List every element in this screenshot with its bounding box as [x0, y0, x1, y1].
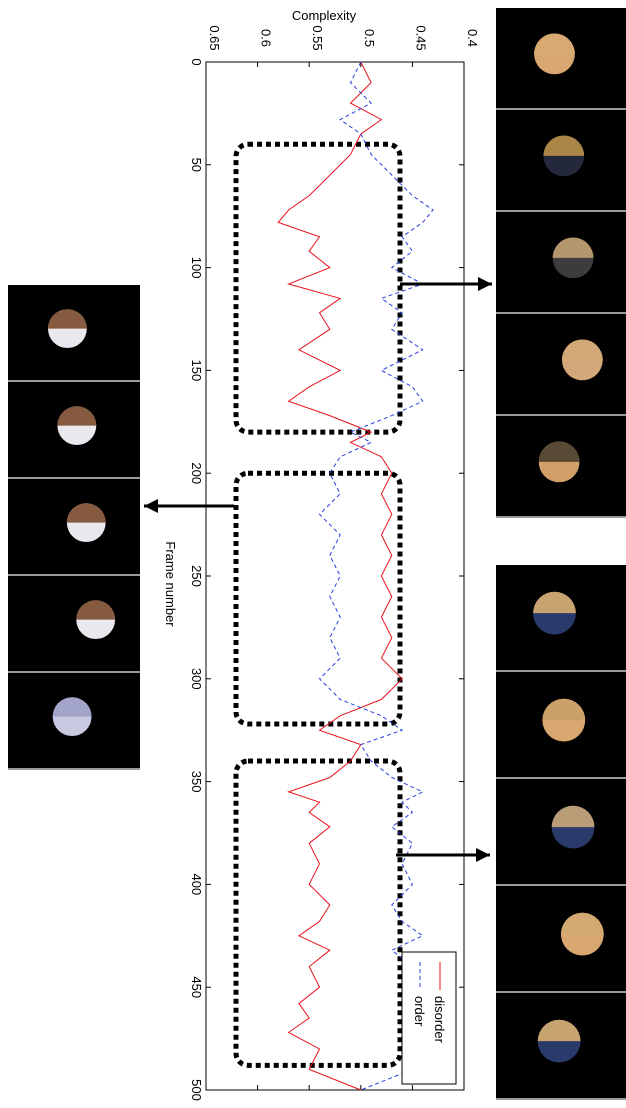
thumbnail-detail [561, 339, 603, 360]
thumbnail-detail [57, 406, 97, 426]
thumbnail-frame [496, 886, 626, 991]
legend-label-order: order [412, 996, 427, 1027]
y-tick-label: 0.4 [465, 29, 480, 47]
thumbnail-detail [533, 591, 576, 614]
x-axis-label: Frame number [163, 541, 178, 627]
arrow-head [144, 499, 158, 513]
link-arrows [144, 277, 492, 862]
thumbnail-detail [48, 309, 87, 329]
y-axis-label: Complexity [292, 8, 357, 23]
arrow-head [478, 277, 492, 291]
arrow-head [476, 848, 490, 862]
highlight-box [233, 470, 403, 727]
legend-label-disorder: disorder [432, 996, 447, 1044]
x-tick-label: 0 [189, 58, 204, 65]
x-tick-label: 300 [189, 668, 204, 690]
series-line-disorder [277, 61, 403, 1091]
thumbnail-detail [66, 503, 106, 523]
thumbnail-detail [76, 600, 116, 620]
y-tick-label: 0.6 [259, 29, 274, 47]
x-tick-label: 500 [189, 1079, 204, 1101]
y-tick-label: 0.45 [413, 25, 428, 50]
x-tick-label: 450 [189, 976, 204, 998]
y-tick-label: 0.65 [207, 25, 222, 50]
x-tick-label: 400 [189, 874, 204, 896]
y-tick-label: 0.5 [362, 29, 377, 47]
thumbnail-detail [560, 912, 604, 935]
thumbnail-detail [551, 805, 595, 828]
thumbnail-frame [496, 314, 626, 414]
thumbnail-detail [542, 698, 586, 721]
tick-labels: 0 50 100 150 200 250 300 350 400 450 500 0.4 0.45 0.5… [189, 25, 480, 1101]
thumbnail-strips [8, 8, 626, 1100]
axis-ticks [205, 61, 465, 1091]
thumbnail-detail [543, 135, 585, 156]
thumbnail-detail [537, 1019, 581, 1042]
x-tick-label: 250 [189, 565, 204, 587]
highlight-box [233, 758, 403, 1068]
x-tick-label: 100 [189, 257, 204, 279]
thumbnail-detail [552, 237, 594, 258]
x-tick-label: 350 [189, 771, 204, 793]
thumbnail-detail [52, 697, 92, 717]
legend: disorder order [401, 951, 457, 1085]
legend-box [401, 951, 457, 1085]
x-tick-label: 50 [189, 158, 204, 172]
highlight-boxes [233, 141, 403, 1068]
y-tick-label: 0.55 [310, 25, 325, 50]
highlight-box [233, 141, 403, 435]
x-tick-label: 200 [189, 462, 204, 484]
series-layer [277, 61, 434, 1091]
series-line-order [318, 61, 434, 1091]
plot-frame [205, 61, 465, 1091]
thumbnail-detail [534, 33, 575, 54]
thumbnail-frame [8, 576, 140, 671]
thumbnail-detail [538, 441, 580, 462]
x-tick-label: 150 [189, 360, 204, 382]
